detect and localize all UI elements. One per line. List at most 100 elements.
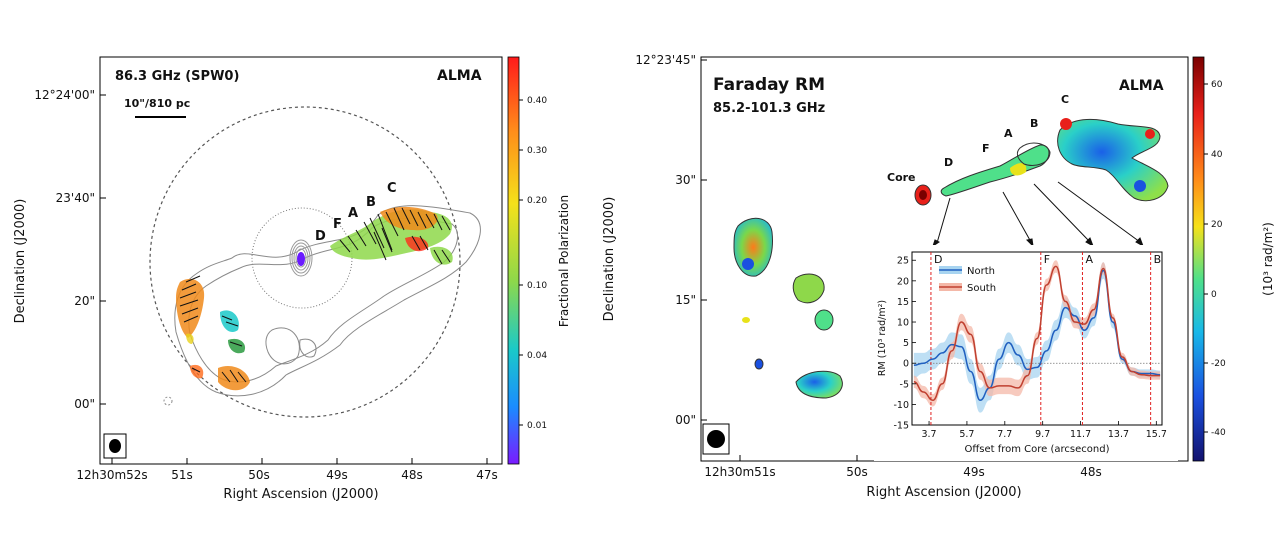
right-knot-b: B xyxy=(1030,117,1038,130)
right-colorbar-label: (10³ rad/m²) xyxy=(1261,222,1275,296)
knot-marker-label-f: F xyxy=(1044,253,1050,266)
right-freq-range: 85.2-101.3 GHz xyxy=(713,101,825,116)
left-knot-d: D xyxy=(315,229,326,244)
right-y-tick-1: 30" xyxy=(675,173,696,187)
series-line-south xyxy=(913,265,1161,402)
right-knot-a: A xyxy=(1004,127,1013,140)
inset-xtick-label: 7.7 xyxy=(997,429,1012,440)
knot-marker-label-b: B xyxy=(1154,253,1162,266)
inset-x-axis-label: Offset from Core (arcsecond) xyxy=(965,444,1110,455)
inset-frame xyxy=(911,251,1163,426)
left-panel: D F A B C 86.3 GHz (SPW0) ALMA 10"/810 p… xyxy=(13,56,571,502)
right-knot-labels: Core D F A B C xyxy=(887,93,1069,184)
right-y-axis-label: Declination (J2000) xyxy=(602,197,617,322)
left-cbar-tick-1: 0.30 xyxy=(527,146,547,156)
right-title: Faraday RM xyxy=(713,75,825,95)
left-x-ticks xyxy=(111,458,488,464)
right-beam-ellipse xyxy=(707,430,725,448)
inset-xtick-label: 13.7 xyxy=(1108,429,1129,440)
left-cbar-tick-0: 0.40 xyxy=(527,96,547,106)
left-knot-a: A xyxy=(348,206,358,221)
polarized-emission xyxy=(176,206,453,391)
rm-map xyxy=(733,118,1169,399)
left-colorbar-ticks xyxy=(519,99,523,426)
inset-ytick-label: 5 xyxy=(903,338,909,349)
left-y-tick-3: 00" xyxy=(74,397,95,411)
inset-lines xyxy=(913,265,1161,402)
inset-ytick-label: -5 xyxy=(900,379,909,390)
left-x-tick-3: 49s xyxy=(326,468,348,482)
inset-xtick-label: 11.7 xyxy=(1070,429,1091,440)
right-knot-f: F xyxy=(982,142,990,155)
inset-ytick-label: 15 xyxy=(897,297,909,308)
right-x-axis-label: Right Ascension (J2000) xyxy=(866,485,1021,500)
left-knot-b: B xyxy=(366,195,376,210)
right-y-tick-0: 12°23'45" xyxy=(635,53,696,67)
right-cbar-tick-1: 40 xyxy=(1211,150,1223,160)
right-y-tick-2: 15" xyxy=(675,293,696,307)
knot-marker-label-d: D xyxy=(934,253,942,266)
legend-label-south: South xyxy=(967,283,996,294)
inset-ytick-label: -10 xyxy=(893,400,909,411)
knot-marker-label-a: A xyxy=(1085,253,1093,266)
left-band-label: 86.3 GHz (SPW0) xyxy=(115,69,239,84)
inset-xtick-label: 5.7 xyxy=(959,429,974,440)
inset-ytick-label: 25 xyxy=(897,256,909,267)
left-x-axis-label: Right Ascension (J2000) xyxy=(223,487,378,502)
right-knot-c: C xyxy=(1061,93,1069,106)
primary-beam-circle xyxy=(149,106,461,418)
right-colorbar-ticks xyxy=(1204,83,1208,433)
inset-xticks: 3.7 5.7 7.7 9.7 11.7 13.7 15.7 xyxy=(921,421,1167,440)
right-cbar-tick-0: 60 xyxy=(1211,80,1223,90)
knot-arrows xyxy=(932,181,1144,248)
left-cbar-tick-3: 0.10 xyxy=(527,281,547,291)
right-y-ticks xyxy=(701,59,707,421)
left-y-ticks xyxy=(100,94,106,405)
right-x-tick-1: 50s xyxy=(846,465,868,479)
left-y-tick-2: 20" xyxy=(74,294,95,308)
inset-xtick-label: 3.7 xyxy=(921,429,936,440)
inset-y-axis-label: RM (10³ rad/m²) xyxy=(877,300,888,376)
left-cbar-tick-5: 0.01 xyxy=(527,421,547,431)
inset-legend: North South xyxy=(939,266,996,294)
polarization-vectors xyxy=(179,207,451,383)
right-cbar-tick-3: 0 xyxy=(1211,290,1217,300)
inset-ytick-label: 20 xyxy=(897,276,909,287)
left-x-tick-2: 50s xyxy=(248,468,270,482)
right-beam-box xyxy=(702,423,730,455)
right-knot-d: D xyxy=(944,156,953,169)
right-x-tick-0: 12h30m51s xyxy=(704,465,775,479)
left-telescope-label: ALMA xyxy=(437,68,482,84)
left-plot-frame xyxy=(99,56,503,465)
right-telescope-label: ALMA xyxy=(1119,78,1164,94)
left-x-tick-4: 48s xyxy=(401,468,423,482)
left-x-tick-1: 51s xyxy=(171,468,193,482)
left-y-axis-label: Declination (J2000) xyxy=(13,199,28,324)
left-cbar-tick-4: 0.04 xyxy=(527,351,547,361)
inset-yticks: -15 -10 -5 0 5 10 15 20 25 xyxy=(893,256,916,432)
band-south xyxy=(913,260,1161,407)
right-colorbar xyxy=(1192,56,1205,462)
inset-xtick-label: 9.7 xyxy=(1035,429,1050,440)
rm-profile-inset: D F A B -15 -10 -5 0 5 10 15 20 25 3.7 5.7 7.7 9.7 11.7… xyxy=(874,245,1178,461)
right-x-tick-3: 48s xyxy=(1080,465,1102,479)
right-y-tick-3: 00" xyxy=(675,413,696,427)
inset-xtick-label: 15.7 xyxy=(1146,429,1167,440)
left-colorbar-label: Fractional Polarization xyxy=(557,195,571,327)
right-knot-core: Core xyxy=(887,171,916,184)
scale-bar-label: 10"/810 pc xyxy=(124,97,190,110)
left-x-tick-5: 47s xyxy=(476,468,498,482)
left-knot-labels: D F A B C xyxy=(315,181,397,244)
left-y-tick-0: 12°24'00" xyxy=(34,88,95,102)
right-cbar-tick-4: -20 xyxy=(1211,359,1226,369)
core-marker xyxy=(297,252,305,266)
left-x-tick-0: 12h30m52s xyxy=(76,468,147,482)
left-knot-f: F xyxy=(333,217,342,232)
inset-ytick-label: 0 xyxy=(903,359,909,370)
inset-ytick-label: -15 xyxy=(893,421,909,432)
left-beam-ellipse xyxy=(109,439,121,453)
left-knot-c: C xyxy=(387,181,397,196)
inset-ytick-label: 10 xyxy=(897,318,909,329)
